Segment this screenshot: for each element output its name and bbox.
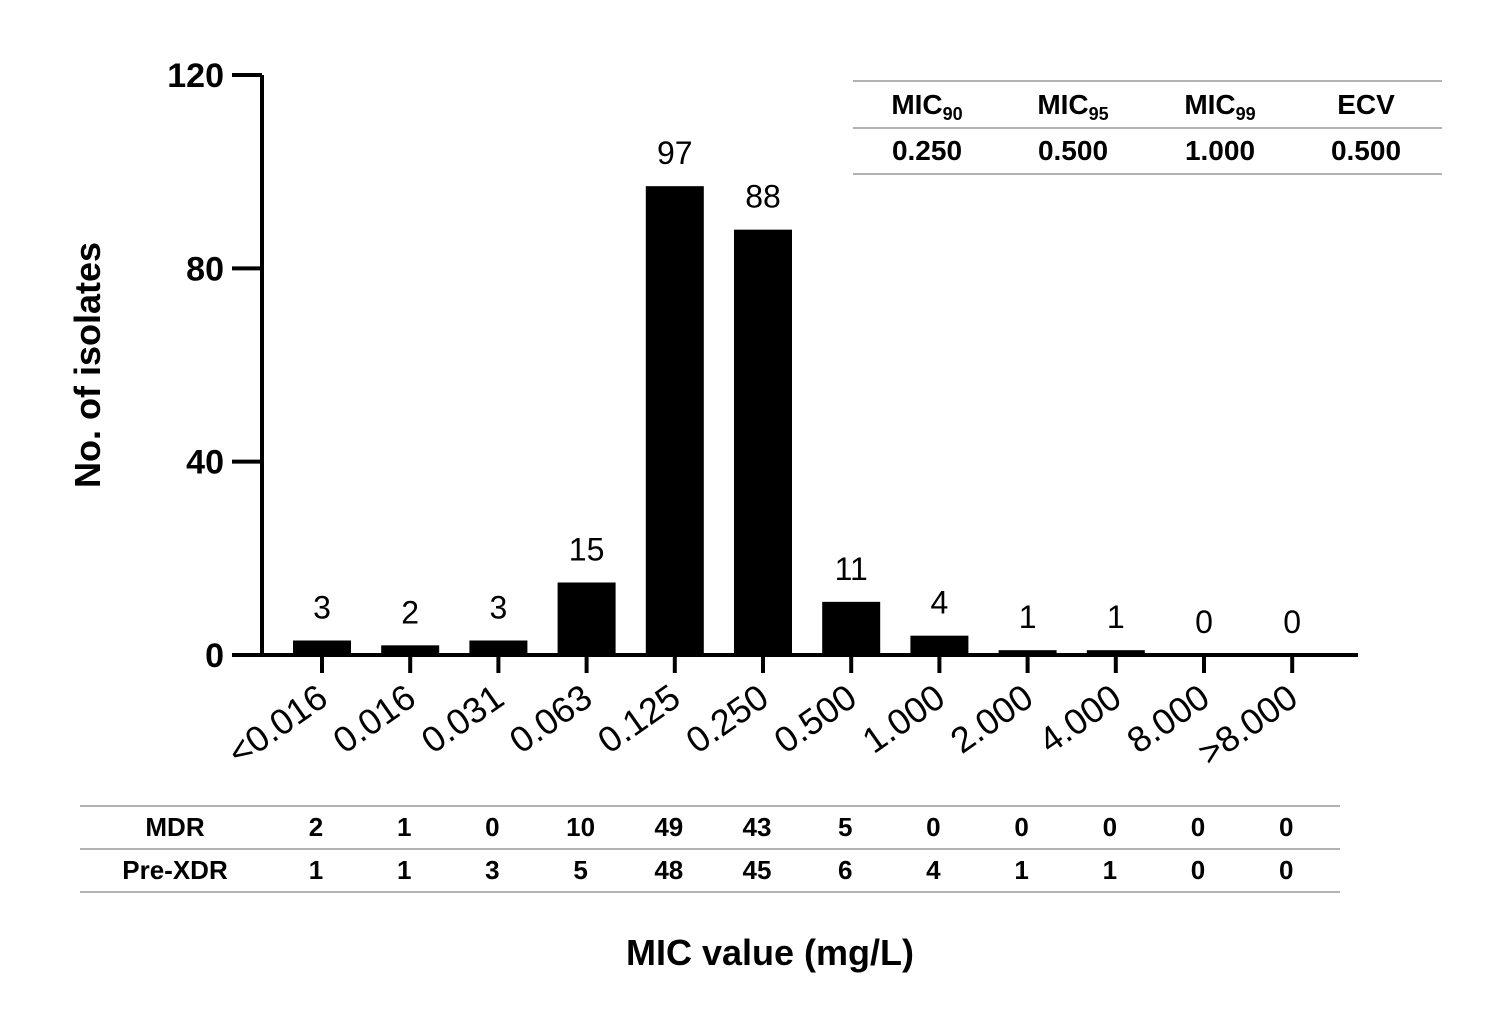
data-label: 3 bbox=[313, 590, 331, 626]
bar bbox=[557, 582, 616, 655]
table-cell: 0 bbox=[1014, 812, 1028, 842]
bar bbox=[822, 601, 881, 655]
x-tick-label: 0.031 bbox=[414, 676, 511, 761]
table-cell: 0 bbox=[1103, 812, 1117, 842]
table-cell: 1 bbox=[397, 855, 411, 885]
inset-header: ECV bbox=[1337, 89, 1395, 120]
table-cell: 43 bbox=[743, 812, 772, 842]
x-tick-label: 2.000 bbox=[943, 676, 1040, 761]
x-tick-label: 4.000 bbox=[1031, 676, 1128, 761]
table-cell: 1 bbox=[309, 855, 323, 885]
category-labels: <0.0160.0160.0310.0630.1250.2500.5001.00… bbox=[220, 676, 1305, 773]
bars bbox=[293, 186, 1145, 655]
data-label: 1 bbox=[1019, 599, 1037, 635]
inset-header: MIC90 bbox=[891, 89, 962, 124]
table-cell: 0 bbox=[485, 812, 499, 842]
data-label: 11 bbox=[835, 551, 868, 587]
table-cell: 45 bbox=[743, 855, 772, 885]
x-axis-label: MIC value (mg/L) bbox=[626, 932, 914, 973]
table-cell: 2 bbox=[309, 812, 323, 842]
data-label: 4 bbox=[931, 585, 949, 621]
bar bbox=[998, 650, 1057, 655]
table-cell: 5 bbox=[573, 855, 587, 885]
x-tick-label: 0.016 bbox=[325, 676, 422, 761]
data-label: 2 bbox=[401, 594, 419, 630]
data-label: 88 bbox=[745, 179, 781, 215]
table-cell: 0 bbox=[1191, 812, 1205, 842]
data-label: 15 bbox=[569, 532, 605, 568]
inset-value: 0.500 bbox=[1331, 135, 1401, 166]
table-cell: 0 bbox=[1279, 812, 1293, 842]
data-label: 0 bbox=[1283, 604, 1301, 640]
table-cell: 4 bbox=[926, 855, 941, 885]
bar bbox=[381, 645, 440, 655]
table-row-label: MDR bbox=[145, 812, 204, 842]
table-cell: 10 bbox=[566, 812, 595, 842]
x-tick-label: <0.016 bbox=[220, 676, 335, 773]
data-label: 1 bbox=[1107, 599, 1125, 635]
bar bbox=[469, 640, 528, 655]
bar bbox=[293, 640, 351, 655]
x-tick-label: 0.250 bbox=[678, 676, 775, 761]
inset-value: 1.000 bbox=[1185, 135, 1255, 166]
table-row-label: Pre-XDR bbox=[122, 855, 228, 885]
table-cell: 3 bbox=[485, 855, 499, 885]
table-cell: 0 bbox=[926, 812, 940, 842]
inset-header: MIC99 bbox=[1184, 89, 1255, 124]
table-cell: 0 bbox=[1191, 855, 1205, 885]
inset-value: 0.500 bbox=[1038, 135, 1108, 166]
inset-table: MIC90 MIC95 MIC99 ECV 0.250 0.500 1.000 0.500 bbox=[853, 80, 1442, 175]
bar bbox=[910, 635, 969, 655]
table-cell: 1 bbox=[1103, 855, 1117, 885]
x-tick-label: 0.063 bbox=[502, 676, 599, 761]
x-tick-label: 0.500 bbox=[766, 676, 863, 761]
x-tick-label: 0.125 bbox=[590, 676, 687, 761]
y-tick-label: 0 bbox=[205, 637, 224, 675]
inset-value: 0.250 bbox=[892, 135, 962, 166]
table-cell: 6 bbox=[838, 855, 852, 885]
table-cell: 48 bbox=[654, 855, 683, 885]
table-cell: 49 bbox=[654, 812, 683, 842]
table-cell: 5 bbox=[838, 812, 852, 842]
bar bbox=[645, 186, 704, 655]
bar bbox=[1086, 650, 1145, 655]
y-axis-label: No. of isolates bbox=[67, 242, 108, 488]
data-label: 97 bbox=[657, 135, 693, 171]
table-cell: 1 bbox=[1014, 855, 1028, 885]
bar bbox=[734, 229, 792, 655]
y-tick-label: 40 bbox=[186, 444, 224, 482]
x-tick-label: >8.000 bbox=[1190, 676, 1305, 773]
table-cell: 1 bbox=[397, 812, 411, 842]
x-tick-label: 1.000 bbox=[855, 676, 952, 761]
data-label: 0 bbox=[1195, 604, 1213, 640]
table-cell: 0 bbox=[1279, 855, 1293, 885]
inset-header: MIC95 bbox=[1037, 89, 1108, 124]
data-label: 3 bbox=[490, 590, 508, 626]
y-tick-label: 80 bbox=[186, 250, 224, 288]
y-tick-label: 120 bbox=[167, 57, 224, 95]
